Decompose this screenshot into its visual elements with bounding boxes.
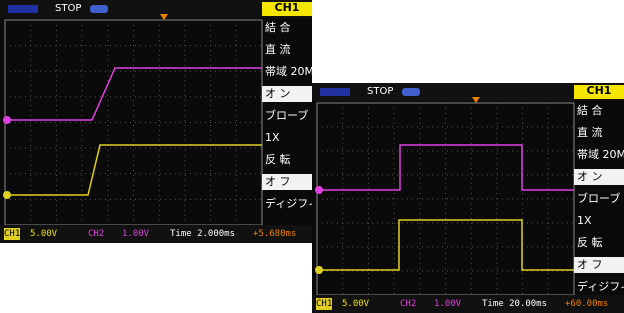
ch1-label: CH1 <box>316 298 332 310</box>
usb-icon <box>90 5 108 13</box>
menu-item: 反 転 <box>262 152 312 168</box>
ch2-label: CH2 <box>88 228 104 240</box>
time-base: Time 20.00ms <box>482 298 547 310</box>
ch2-label: CH2 <box>400 298 416 310</box>
menu-item: オ ン <box>262 86 312 102</box>
run-indicator <box>8 5 38 13</box>
menu-item: オ フ <box>262 174 312 190</box>
trigger-offset: +5.680ms <box>253 228 296 240</box>
status: STOP <box>55 3 81 15</box>
menu-item: オ フ <box>574 257 624 273</box>
menu-item: オ ン <box>574 169 624 185</box>
menu-item: 帯域 20M <box>262 64 312 80</box>
ch2-marker <box>3 116 11 124</box>
menu-item: 結 合 <box>262 20 312 36</box>
page: STOPCH1結 合直 流帯域 20Mオ ンブローブ1X反 転オ フディジフィル… <box>0 0 624 313</box>
ch1-marker <box>3 191 11 199</box>
menu-item: ブローブ <box>574 191 624 207</box>
ch2-marker <box>315 186 323 194</box>
menu-title: CH1 <box>574 85 624 99</box>
menu-title: CH1 <box>262 2 312 16</box>
time-base: Time 2.000ms <box>170 228 235 240</box>
menu-item: 結 合 <box>574 103 624 119</box>
menu-item: 直 流 <box>574 125 624 141</box>
menu-item: 反 転 <box>574 235 624 251</box>
ch1-scale: 5.00V <box>342 298 369 310</box>
status: STOP <box>367 86 393 98</box>
menu-item: 1X <box>574 213 624 229</box>
ch1-trace <box>317 220 574 270</box>
ch1-scale: 5.00V <box>30 228 57 240</box>
ch1-label: CH1 <box>4 228 20 240</box>
menu-item: ディジフィルタ <box>262 196 312 212</box>
ch2-scale: 1.00V <box>122 228 149 240</box>
menu-item: 直 流 <box>262 42 312 58</box>
run-indicator <box>320 88 350 96</box>
menu-item: ブローブ <box>262 108 312 124</box>
ch1-marker <box>315 266 323 274</box>
menu-item: 1X <box>262 130 312 146</box>
usb-icon <box>402 88 420 96</box>
menu-item: ディジフィルタ <box>574 279 624 295</box>
menu-item: 帯域 20M <box>574 147 624 163</box>
trigger-offset: +60.00ms <box>565 298 608 310</box>
ch2-scale: 1.00V <box>434 298 461 310</box>
